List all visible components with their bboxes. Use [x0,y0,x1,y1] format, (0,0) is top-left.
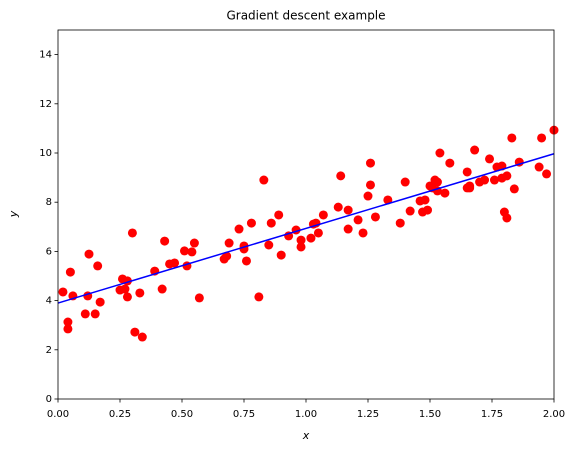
scatter-point [90,309,100,319]
scatter-point [224,238,234,248]
scatter-point [370,212,380,222]
scatter-point [365,180,375,190]
x-tick-label: 1.25 [357,409,379,420]
scatter-point [296,242,306,252]
scatter-point [507,133,517,143]
scatter-point [306,233,316,243]
scatter-point [234,224,244,234]
scatter-point [65,267,75,277]
axes-frame [57,29,555,400]
scatter-point [266,218,276,228]
y-axis-label: y [7,210,20,218]
scatter-point [296,235,306,245]
x-tick-label: 0.00 [47,409,69,420]
scatter-point [80,309,90,319]
regression-line [57,153,555,304]
scatter-point [313,228,323,238]
scatter-point [435,148,445,158]
scatter-point [130,327,140,337]
x-axis-label: x [302,429,310,442]
scatter-point [462,167,472,177]
y-tick-label: 4 [46,296,52,307]
scatter-point [95,297,105,307]
scatter-point [194,293,204,303]
scatter-point [395,218,405,228]
scatter-point [440,188,450,198]
scatter-point [259,175,269,185]
scatter-point [363,191,373,201]
scatter-point [423,205,433,215]
plot-area [57,125,559,342]
scatter-point [509,184,519,194]
scatter-point [187,247,197,257]
scatter-point [358,228,368,238]
scatter-point [534,162,544,172]
chart-title: Gradient descent example [226,9,385,23]
scatter-point [137,332,147,342]
x-tick-label: 0.50 [171,409,193,420]
scatter-point [502,213,512,223]
scatter-point [63,317,73,327]
scatter-point [120,284,130,294]
scatter-point [241,256,251,266]
scatter-point [276,250,286,260]
y-tick-label: 8 [46,197,52,208]
scatter-point [93,261,103,271]
scatter-point [127,228,137,238]
scatter-point [343,224,353,234]
scatter-point [383,195,393,205]
scatter-point [84,249,94,259]
scatter-point [405,206,415,216]
scatter-point [246,218,256,228]
y-tick-label: 6 [46,246,52,257]
scatter-point [157,284,167,294]
scatter-point [343,205,353,215]
y-tick-label: 0 [46,394,52,405]
scatter-point [318,210,328,220]
y-tick-label: 14 [39,50,52,61]
x-tick-label: 1.00 [295,409,317,420]
scatter-point [160,236,170,246]
scatter-point [400,177,410,187]
scatter-point [465,183,475,193]
x-tick-label: 1.75 [481,409,503,420]
x-tick-label: 0.75 [233,409,255,420]
scatter-point [58,287,68,297]
scatter-point [489,175,499,185]
scatter-point [63,324,73,334]
scatter-point [333,202,343,212]
scatter-point [445,158,455,168]
y-tick-label: 10 [39,148,52,159]
scatter-point [480,175,490,185]
scatter-point [353,215,363,225]
scatter-point [485,154,495,164]
x-tick-label: 2.00 [543,409,565,420]
scatter-point [179,246,189,256]
scatter-point [254,292,264,302]
scatter-point [122,292,132,302]
scatter-point [189,238,199,248]
scatter-point [420,195,430,205]
scatter-point [170,258,180,268]
scatter-point [336,171,346,181]
x-tick-label: 1.50 [419,409,441,420]
scatter-point [432,177,442,187]
scatter-point [502,171,512,181]
scatter-point [135,288,145,298]
scatter-point [542,169,552,179]
x-tick-label: 0.25 [109,409,131,420]
scatter-point [365,158,375,168]
scatter-point [222,251,232,261]
y-tick-label: 12 [39,99,52,110]
scatter-point [264,240,274,250]
scatter-point [274,210,284,220]
scatter-point [537,133,547,143]
y-tick-label: 2 [46,345,52,356]
scatter-point [470,145,480,155]
